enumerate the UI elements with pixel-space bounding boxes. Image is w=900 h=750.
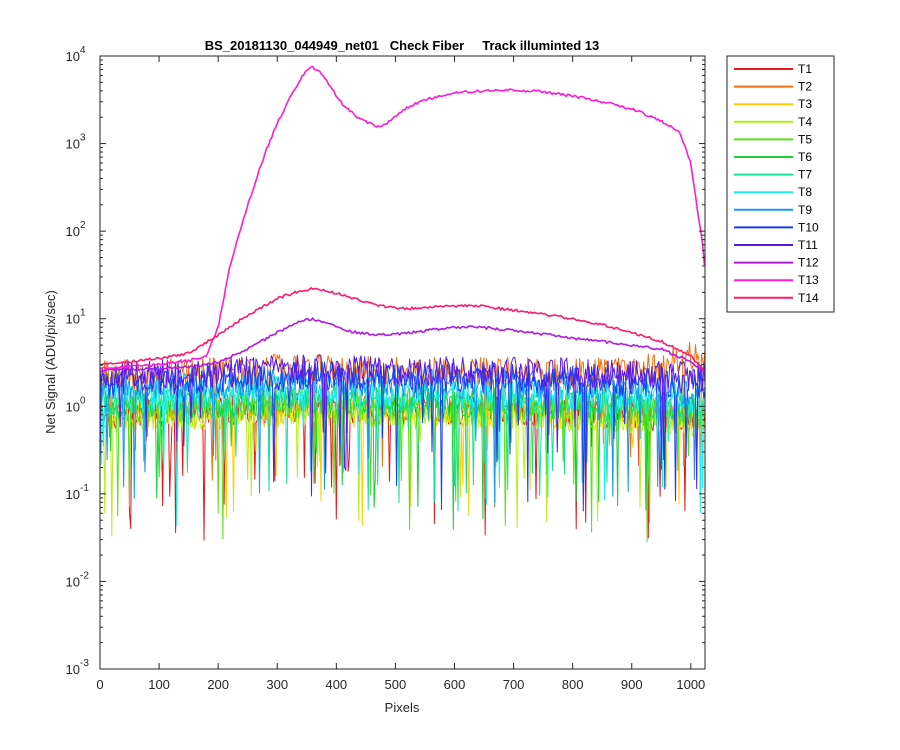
legend-entry: T5 <box>734 132 812 146</box>
y-tick-base: 10 <box>66 224 80 239</box>
legend: T1 T2 T3 T4 T5 T6 T7 T8 T9 T10 T11 T12 T13 T14 <box>726 55 835 313</box>
legend-entry: T11 <box>734 238 818 252</box>
x-axis: 0 100 200 300 400 500 600 700 800 900 1000 <box>96 56 705 692</box>
y-tick-exponent: 1 <box>80 308 86 319</box>
y-tick-label: 10 -2 <box>66 570 90 589</box>
legend-box <box>726 55 835 313</box>
legend-entry: T12 <box>734 256 819 270</box>
x-tick-label: 900 <box>621 677 643 692</box>
x-tick-label: 400 <box>325 677 347 692</box>
legend-entry: T3 <box>734 97 812 111</box>
x-tick-label: 800 <box>562 677 584 692</box>
y-tick-label: 10 3 <box>66 133 86 152</box>
y-tick-base: 10 <box>66 487 80 502</box>
x-tick-label: 200 <box>207 677 229 692</box>
y-tick-exponent: -2 <box>80 570 89 581</box>
legend-entry: T14 <box>734 291 819 305</box>
x-tick-label: 700 <box>503 677 525 692</box>
chart-title: BS_20181130_044949_net01 Check Fiber Tra… <box>205 38 600 53</box>
x-tick-label: 500 <box>385 677 407 692</box>
y-axis-label: Net Signal (ADU/pix/sec) <box>43 290 58 434</box>
y-tick-label: 10 1 <box>66 308 86 327</box>
y-tick-exponent: -1 <box>80 483 89 494</box>
axes-box <box>99 55 706 670</box>
legend-entry: T2 <box>734 80 812 94</box>
legend-label: T6 <box>798 150 812 164</box>
y-tick-exponent: 2 <box>80 220 86 231</box>
legend-entry: T7 <box>734 168 812 182</box>
y-tick-base: 10 <box>66 137 80 152</box>
x-tick-label: 600 <box>444 677 466 692</box>
legend-entry: T4 <box>734 115 812 129</box>
legend-entry: T8 <box>734 185 812 199</box>
legend-label: T4 <box>798 115 812 129</box>
legend-label: T1 <box>798 62 812 76</box>
legend-entry: T6 <box>734 150 812 164</box>
y-tick-label: 10 0 <box>66 395 86 414</box>
x-tick-label: 100 <box>148 677 170 692</box>
legend-label: T2 <box>798 80 812 94</box>
y-tick-label: 10 4 <box>66 45 86 64</box>
y-tick-exponent: 0 <box>80 395 86 406</box>
legend-label: T14 <box>798 291 819 305</box>
legend-entry: T10 <box>734 220 819 234</box>
y-tick-label: 10 -3 <box>66 658 90 677</box>
legend-entry: T9 <box>734 203 812 217</box>
x-tick-label: 0 <box>96 677 103 692</box>
series-line-T14 <box>100 287 705 373</box>
series-line-T13 <box>100 65 705 370</box>
legend-entry: T13 <box>734 273 819 287</box>
legend-label: T12 <box>798 256 819 270</box>
series-layer <box>100 65 705 543</box>
y-tick-label: 10 2 <box>66 220 86 239</box>
y-tick-base: 10 <box>66 399 80 414</box>
y-tick-base: 10 <box>66 662 80 677</box>
y-tick-base: 10 <box>66 312 80 327</box>
y-tick-exponent: -3 <box>80 658 89 669</box>
legend-label: T10 <box>798 220 819 234</box>
legend-label: T7 <box>798 168 812 182</box>
legend-entry: T1 <box>734 62 812 76</box>
y-tick-label: 10 -1 <box>66 483 90 502</box>
legend-label: T11 <box>798 238 818 252</box>
y-tick-exponent: 4 <box>80 45 86 56</box>
y-tick-base: 10 <box>66 49 80 64</box>
y-tick-exponent: 3 <box>80 133 86 144</box>
legend-label: T5 <box>798 132 812 146</box>
x-tick-label: 300 <box>266 677 288 692</box>
x-tick-label: 1000 <box>676 677 705 692</box>
legend-label: T9 <box>798 203 812 217</box>
y-tick-base: 10 <box>66 574 80 589</box>
legend-label: T8 <box>798 185 812 199</box>
x-axis-label: Pixels <box>385 700 420 715</box>
legend-label: T13 <box>798 273 819 287</box>
legend-label: T3 <box>798 97 812 111</box>
series-line-T12 <box>100 317 705 373</box>
series-line-T11 <box>100 354 705 497</box>
